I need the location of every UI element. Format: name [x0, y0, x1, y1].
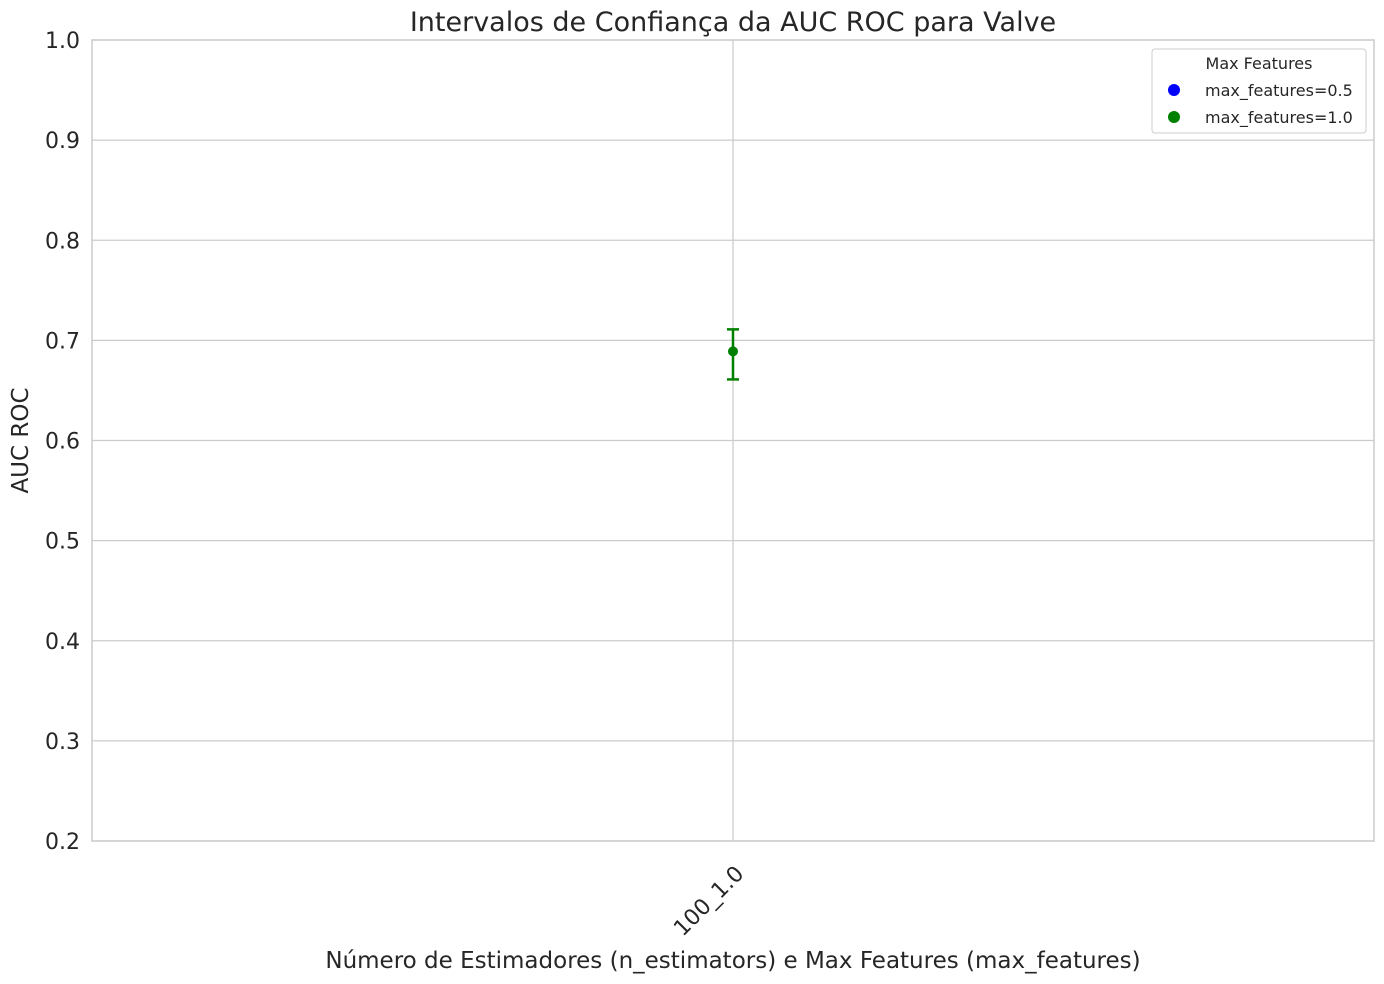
y-tick-label: 0.8	[45, 229, 80, 254]
legend-title: Max Features	[1206, 54, 1313, 73]
data-point	[728, 346, 738, 357]
y-tick-label: 0.2	[45, 830, 80, 855]
y-axis-label: AUC ROC	[8, 387, 34, 493]
plot-frame	[91, 39, 1375, 842]
y-ticks: 0.2 0.3 0.4 0.5 0.6 0.7 0.8 0.9 1.0	[45, 29, 80, 855]
y-tick-label: 0.3	[45, 730, 80, 755]
y-tick-label: 0.4	[45, 630, 80, 655]
x-axis-label: Número de Estimadores (n_estimators) e M…	[325, 948, 1140, 974]
legend-entry-label: max_features=0.5	[1205, 81, 1353, 101]
legend-box	[1151, 48, 1367, 134]
y-tick-label: 0.9	[45, 129, 80, 154]
legend-entry-label: max_features=1.0	[1205, 108, 1353, 128]
chart-title: Intervalos de Confiança da AUC ROC para …	[410, 7, 1056, 38]
y-tick-label: 0.5	[45, 530, 80, 555]
y-tick-label: 0.7	[45, 329, 80, 354]
legend: Max Features max_features=0.5max_feature…	[1151, 48, 1367, 134]
y-tick-label: 1.0	[45, 29, 80, 54]
legend-marker	[1168, 111, 1180, 123]
legend-entries: max_features=0.5 max_features=1.0	[1168, 81, 1353, 128]
y-tick-label: 0.6	[45, 430, 80, 455]
data-layer	[727, 328, 739, 381]
legend-marker	[1168, 84, 1180, 96]
